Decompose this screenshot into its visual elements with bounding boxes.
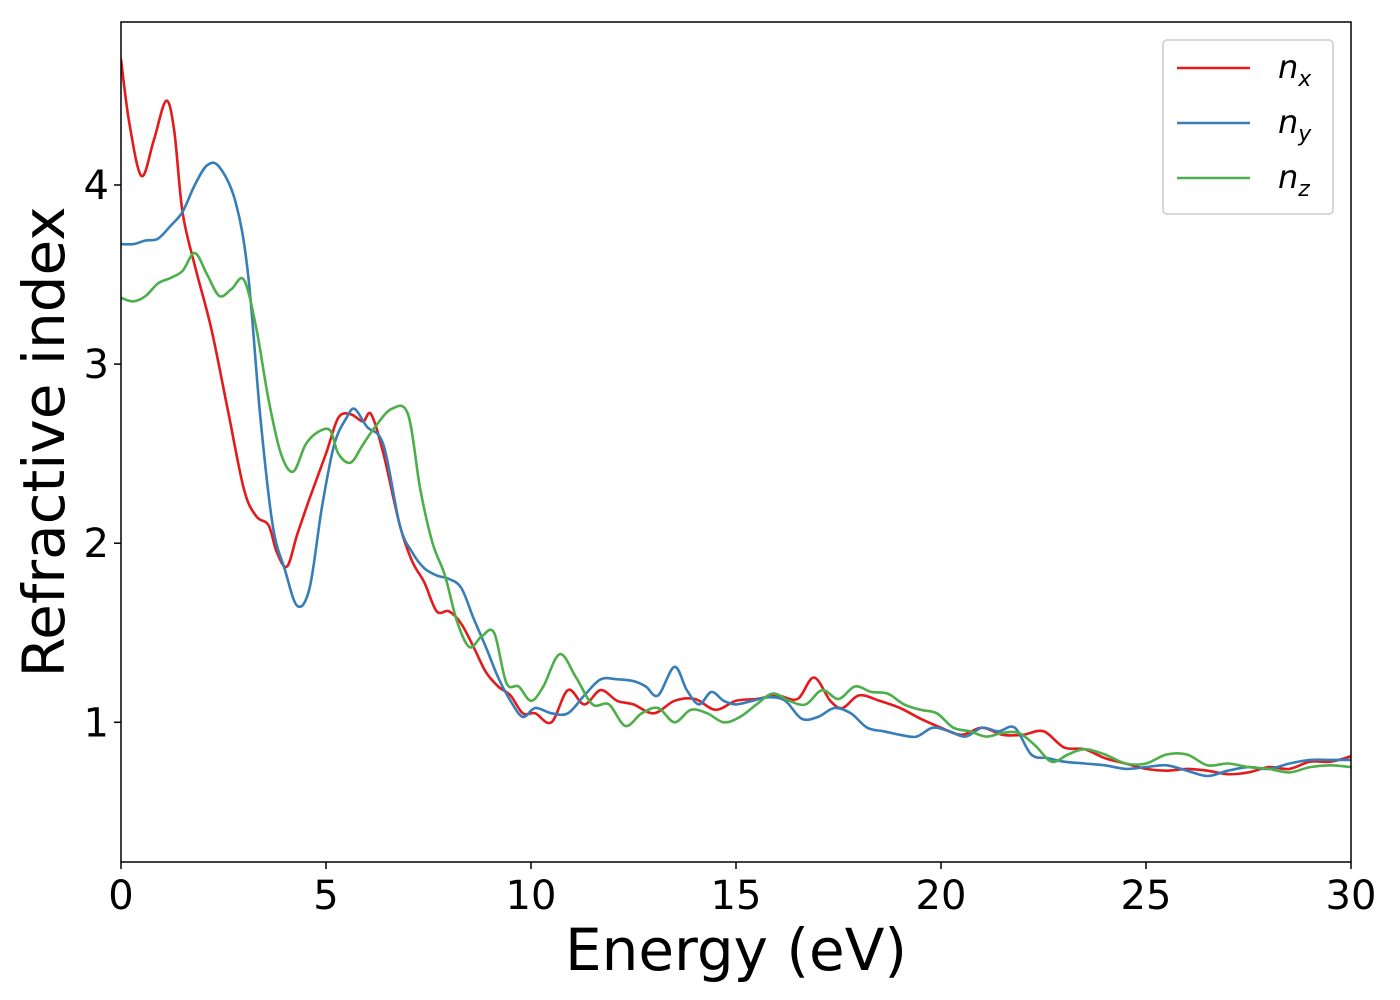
x-tick-label: 5 [313,873,338,919]
legend-label-n-x: nx [1278,48,1312,92]
x-tick-label: 30 [1326,873,1377,919]
x-tick-label: 0 [108,873,133,919]
y-tick-label: 1 [84,700,109,746]
y-axis-title: Refractive index [10,206,78,677]
series-line-n-y [121,161,1351,778]
y-axis: 1 2 3 4 [84,163,121,746]
x-axis: 0 5 10 15 20 25 30 [108,862,1376,919]
legend-label-n-z: nz [1278,158,1310,202]
y-tick-label: 2 [84,521,109,567]
legend: nx ny nz [1162,39,1334,215]
legend-frame [1162,39,1334,215]
x-tick-label: 15 [711,873,762,919]
series-layer [121,58,1351,778]
legend-label-n-y: ny [1278,103,1312,147]
x-axis-title: Energy (eV) [565,916,907,984]
x-tick-label: 25 [1121,873,1172,919]
y-tick-label: 3 [84,342,109,388]
series-line-n-z [121,251,1351,774]
x-tick-label: 10 [506,873,557,919]
y-tick-label: 4 [84,163,109,209]
x-tick-label: 20 [916,873,967,919]
